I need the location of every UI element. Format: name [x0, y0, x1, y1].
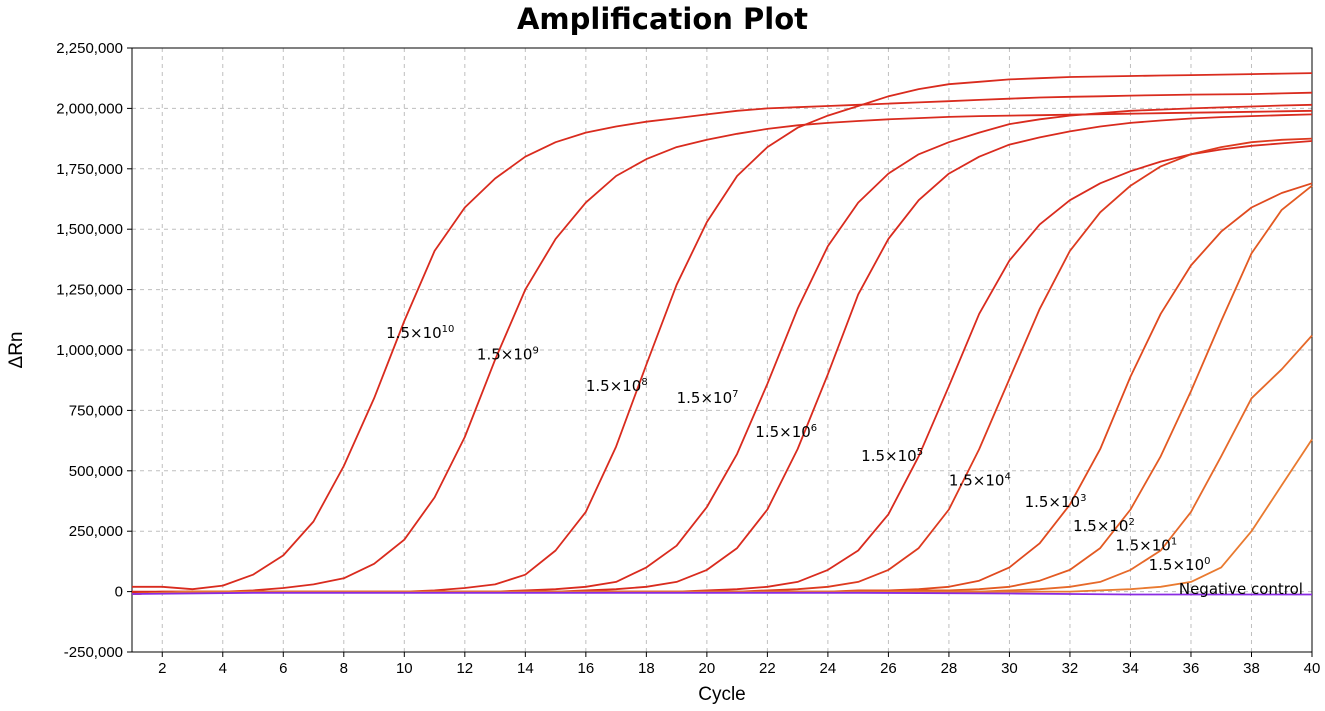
series-label-7: 1.5×103	[1025, 493, 1087, 511]
x-tick-label: 14	[517, 660, 534, 677]
chart-title: Amplification Plot	[516, 2, 808, 36]
x-tick-label: 8	[340, 660, 348, 677]
y-tick-label: 750,000	[69, 402, 123, 419]
x-tick-label: 2	[158, 660, 166, 677]
series-label-0: 1.5×1010	[386, 324, 454, 342]
x-tick-label: 10	[396, 660, 413, 677]
series-line-9	[131, 334, 1313, 595]
series-line-0	[132, 91, 1313, 591]
series-line-2	[131, 72, 1313, 594]
x-tick-label: 36	[1183, 660, 1200, 677]
series-lines	[131, 72, 1313, 596]
x-tick-label: 16	[578, 660, 595, 677]
series-line-1	[132, 109, 1313, 593]
series-line-10	[131, 438, 1313, 595]
series-line-3	[131, 103, 1313, 595]
x-tick-label: 32	[1062, 660, 1079, 677]
y-tick-label: 0	[115, 584, 123, 601]
x-tick-label: 20	[699, 660, 716, 677]
curve-labels: 1.5×1010 1.5×109 1.5×108 1.5×107 1.5×106 1.5×…	[386, 324, 1303, 598]
x-tick-label: 22	[759, 660, 776, 677]
series-label-9: 1.5×101	[1115, 537, 1177, 555]
axis-ticks: 2 4 6 8 10 12 14 16 18 20 22 24 26 28 30 32 34 36 38 40-250…	[56, 40, 1320, 677]
x-tick-label: 40	[1304, 660, 1321, 677]
x-tick-label: 26	[880, 660, 897, 677]
x-tick-label: 34	[1122, 660, 1139, 677]
y-tick-label: 2,250,000	[56, 40, 123, 57]
series-label-10: 1.5×100	[1149, 556, 1211, 574]
series-label-3: 1.5×107	[677, 389, 739, 407]
y-tick-label: -250,000	[64, 644, 123, 661]
y-tick-label: 1,750,000	[56, 161, 123, 178]
y-tick-label: 500,000	[69, 463, 123, 480]
y-tick-label: 1,500,000	[56, 221, 123, 238]
x-tick-label: 38	[1243, 660, 1260, 677]
y-tick-label: 1,000,000	[56, 342, 123, 359]
x-tick-label: 28	[941, 660, 958, 677]
series-label-11: Negative control	[1179, 580, 1303, 598]
y-tick-label: 250,000	[69, 523, 123, 540]
series-label-4: 1.5×106	[755, 423, 817, 441]
series-label-2: 1.5×108	[586, 377, 648, 395]
x-tick-label: 30	[1001, 660, 1018, 677]
y-tick-label: 2,000,000	[56, 100, 123, 117]
x-axis-label: Cycle	[698, 684, 746, 705]
series-label-1: 1.5×109	[477, 346, 539, 364]
x-tick-label: 24	[820, 660, 837, 677]
x-tick-label: 4	[219, 660, 227, 677]
y-axis-label: ΔRn	[6, 332, 27, 369]
series-label-6: 1.5×104	[949, 471, 1011, 489]
series-line-11	[131, 591, 1312, 596]
series-label-8: 1.5×102	[1073, 517, 1135, 535]
grid	[132, 47, 1313, 653]
series-label-5: 1.5×105	[861, 447, 923, 465]
x-tick-label: 12	[456, 660, 473, 677]
y-tick-label: 1,250,000	[56, 282, 123, 299]
x-tick-label: 6	[279, 660, 287, 677]
x-tick-label: 18	[638, 660, 655, 677]
series-line-4	[131, 113, 1313, 595]
